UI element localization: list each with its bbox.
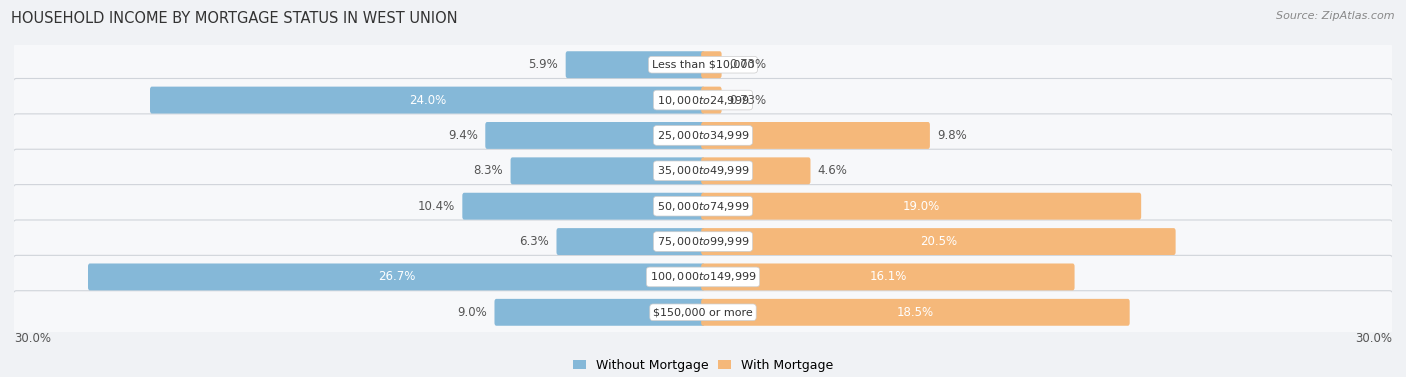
FancyBboxPatch shape [702, 228, 1175, 255]
Text: 4.6%: 4.6% [818, 164, 848, 177]
FancyBboxPatch shape [150, 87, 704, 113]
Text: 0.73%: 0.73% [728, 58, 766, 71]
Text: 5.9%: 5.9% [529, 58, 558, 71]
FancyBboxPatch shape [13, 78, 1393, 122]
FancyBboxPatch shape [557, 228, 704, 255]
FancyBboxPatch shape [13, 114, 1393, 157]
Text: $100,000 to $149,999: $100,000 to $149,999 [650, 270, 756, 284]
FancyBboxPatch shape [702, 299, 1129, 326]
Text: 30.0%: 30.0% [1355, 333, 1392, 345]
Text: 19.0%: 19.0% [903, 200, 939, 213]
Text: 9.0%: 9.0% [457, 306, 486, 319]
Text: $75,000 to $99,999: $75,000 to $99,999 [657, 235, 749, 248]
FancyBboxPatch shape [13, 185, 1393, 228]
Text: 30.0%: 30.0% [14, 333, 51, 345]
FancyBboxPatch shape [89, 264, 704, 290]
Text: $50,000 to $74,999: $50,000 to $74,999 [657, 200, 749, 213]
Text: 6.3%: 6.3% [519, 235, 550, 248]
Text: 10.4%: 10.4% [418, 200, 456, 213]
Text: 16.1%: 16.1% [869, 270, 907, 284]
Legend: Without Mortgage, With Mortgage: Without Mortgage, With Mortgage [568, 354, 838, 377]
FancyBboxPatch shape [13, 149, 1393, 192]
FancyBboxPatch shape [495, 299, 704, 326]
FancyBboxPatch shape [510, 157, 704, 184]
Text: 20.5%: 20.5% [920, 235, 957, 248]
Text: Source: ZipAtlas.com: Source: ZipAtlas.com [1277, 11, 1395, 21]
Text: 0.73%: 0.73% [728, 93, 766, 107]
FancyBboxPatch shape [702, 193, 1142, 220]
FancyBboxPatch shape [565, 51, 704, 78]
Text: $150,000 or more: $150,000 or more [654, 307, 752, 317]
Text: $35,000 to $49,999: $35,000 to $49,999 [657, 164, 749, 177]
FancyBboxPatch shape [702, 157, 810, 184]
Text: 26.7%: 26.7% [378, 270, 415, 284]
FancyBboxPatch shape [13, 220, 1393, 263]
Text: 9.4%: 9.4% [449, 129, 478, 142]
Text: $25,000 to $34,999: $25,000 to $34,999 [657, 129, 749, 142]
FancyBboxPatch shape [702, 122, 929, 149]
FancyBboxPatch shape [13, 43, 1393, 86]
Text: 24.0%: 24.0% [409, 93, 446, 107]
FancyBboxPatch shape [13, 291, 1393, 334]
FancyBboxPatch shape [485, 122, 704, 149]
Text: HOUSEHOLD INCOME BY MORTGAGE STATUS IN WEST UNION: HOUSEHOLD INCOME BY MORTGAGE STATUS IN W… [11, 11, 458, 26]
Text: 8.3%: 8.3% [474, 164, 503, 177]
FancyBboxPatch shape [702, 264, 1074, 290]
Text: Less than $10,000: Less than $10,000 [652, 60, 754, 70]
Text: 18.5%: 18.5% [897, 306, 934, 319]
Text: $10,000 to $24,999: $10,000 to $24,999 [657, 93, 749, 107]
FancyBboxPatch shape [702, 87, 721, 113]
FancyBboxPatch shape [702, 51, 721, 78]
Text: 9.8%: 9.8% [938, 129, 967, 142]
FancyBboxPatch shape [13, 255, 1393, 299]
FancyBboxPatch shape [463, 193, 704, 220]
